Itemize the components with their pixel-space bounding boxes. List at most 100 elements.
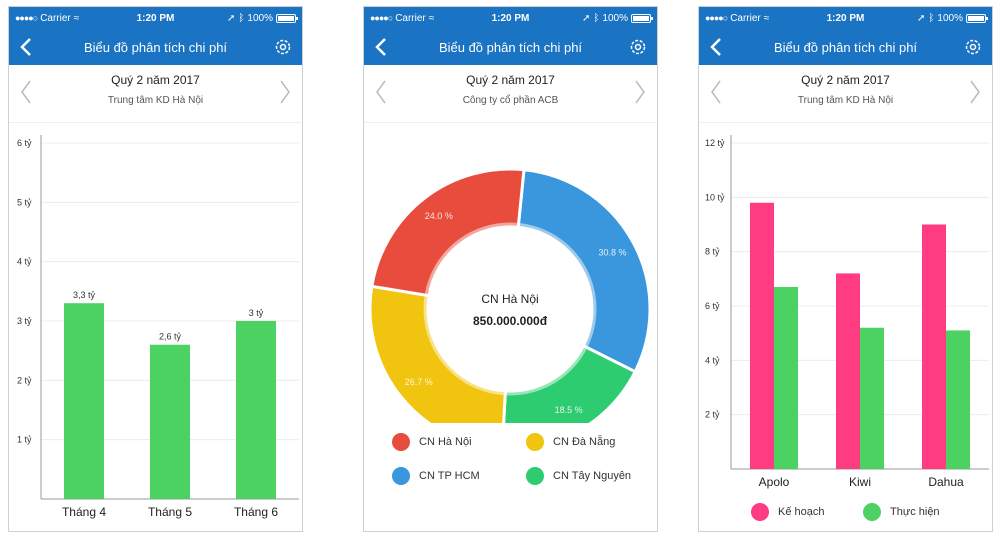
nav-title: Biểu đồ phân tích chi phí [773,39,918,55]
bar [750,202,774,469]
period-title: Quý 2 năm 2017 [801,73,890,87]
unit-subtitle: Trung tâm KD Hà Nội [107,95,204,106]
slice-percent-label: 26.7 % [405,377,433,387]
wifi-icon: ≈ [73,12,80,24]
legend-item: Thực hiện [863,503,940,521]
legend-swatch [526,467,544,485]
bar [150,344,190,499]
back-icon[interactable] [707,36,727,58]
battery-percent: 100% [602,12,628,24]
donut-chart-svg: 30.8 % 18.5 % 26.7 % 24.0 % CN Hà Nội 850.000… [368,167,652,423]
x-tick-label: Tháng 5 [148,505,192,519]
wifi-icon: ≈ [428,12,435,24]
signal-icon: ●●●●○ [370,13,393,23]
prev-period-icon[interactable] [374,79,388,105]
y-tick-label: 8 tỷ [705,247,720,257]
bar-chart-svg: 1 tỷ 2 tỷ 3 tỷ 4 tỷ 5 tỷ 6 tỷ 3,3 tỷ Tháng 4 2,6… [17,135,299,519]
slice-percent-label: 24.0 % [425,211,453,221]
bluetooth-icon: ᛒ [928,12,935,24]
battery-icon [631,13,653,23]
nav-bar: Biểu đồ phân tích chi phí [9,29,302,65]
legend-swatch [751,503,769,521]
nav-bar: Biểu đồ phân tích chi phí [699,29,992,65]
battery-percent: 100% [937,12,963,24]
carrier-label: Carrier [395,12,426,24]
prev-period-icon[interactable] [709,79,723,105]
signal-icon: ●●●●○ [15,13,38,23]
screen-donut: ●●●●○ Carrier ≈ 1:20 PM ➚ ᛒ 100% Biểu đồ phâ… [363,6,658,532]
bar [836,273,860,469]
unit-subtitle: Công ty cổ phần ACB [462,95,559,106]
y-tick-label: 4 tỷ [705,355,720,365]
y-tick-label: 1 tỷ [17,435,32,445]
location-icon: ➚ [227,12,236,24]
bar [64,303,104,499]
x-tick-label: Tháng 6 [234,505,278,519]
legend-swatch [392,467,410,485]
legend-label: CN Tây Nguyên [553,470,632,482]
period-title: Quý 2 năm 2017 [466,73,555,87]
status-bar: ●●●●○ Carrier ≈ 1:20 PM ➚ ᛒ 100% [9,7,302,29]
legend-label: CN TP HCM [419,470,480,482]
legend-label: CN Đà Nẵng [553,436,616,448]
carrier-label: Carrier [730,12,761,24]
bar [946,330,970,469]
location-icon: ➚ [917,12,926,24]
y-tick-label: 4 tỷ [17,257,32,267]
prev-period-icon[interactable] [19,79,33,105]
back-icon[interactable] [372,36,392,58]
legend-item: CN Tây Nguyên [526,467,631,485]
legend-label: Kế hoạch [778,506,825,518]
x-tick-label: Dahua [928,475,964,489]
donut-center-label: CN Hà Nội [481,292,538,306]
legend-label: Thực hiện [890,506,940,518]
bar-chart: 1 tỷ 2 tỷ 3 tỷ 4 tỷ 5 tỷ 6 tỷ 3,3 tỷ Tháng 4 2,6… [9,123,302,531]
bar-data-label: 2,6 tỷ [159,332,182,342]
bar [860,327,884,469]
donut-inner-ring [423,222,597,396]
x-tick-label: Kiwi [849,475,871,489]
legend-item: CN Hà Nội [392,433,472,451]
period-header: Quý 2 năm 2017 Công ty cổ phần ACB [364,65,657,123]
y-tick-label: 6 tỷ [17,138,32,148]
battery-percent: 100% [247,12,273,24]
next-period-icon[interactable] [633,79,647,105]
carrier-label: Carrier [40,12,71,24]
y-tick-label: 12 tỷ [705,138,725,148]
next-period-icon[interactable] [278,79,292,105]
nav-title: Biểu đồ phân tích chi phí [83,39,228,55]
bluetooth-icon: ᛒ [593,12,600,24]
gear-icon[interactable] [628,37,648,57]
period-header: Quý 2 năm 2017 Trung tâm KD Hà Nội [699,65,992,123]
bar-data-label: 3 tỷ [249,308,264,318]
y-tick-label: 2 tỷ [705,410,720,420]
x-tick-label: Apolo [759,475,790,489]
bluetooth-icon: ᛒ [238,12,245,24]
grouped-bar-chart-svg: 2 tỷ 4 tỷ 6 tỷ 8 tỷ 10 tỷ 12 tỷ Apolo Kiwi Dahua [705,135,989,489]
battery-icon [966,13,988,23]
donut-center-value: 850.000.000đ [473,314,548,328]
grouped-bar-chart: 2 tỷ 4 tỷ 6 tỷ 8 tỷ 10 tỷ 12 tỷ Apolo Kiwi Dahua [699,123,992,531]
status-bar: ●●●●○ Carrier ≈ 1:20 PM ➚ ᛒ 100% [364,7,657,29]
status-bar: ●●●●○ Carrier ≈ 1:20 PM ➚ ᛒ 100% [699,7,992,29]
legend-label: CN Hà Nội [419,436,472,448]
legend-swatch [863,503,881,521]
y-tick-label: 2 tỷ [17,375,32,385]
back-icon[interactable] [17,36,37,58]
next-period-icon[interactable] [968,79,982,105]
screen-grouped-bar: ●●●●○ Carrier ≈ 1:20 PM ➚ ᛒ 100% Biểu đồ phâ… [698,6,993,532]
y-tick-label: 3 tỷ [17,316,32,326]
gear-icon[interactable] [963,37,983,57]
location-icon: ➚ [582,12,591,24]
screen-monthly-bar: ●●●●○ Carrier ≈ 1:20 PM ➚ ᛒ 100% Biểu đồ phâ… [8,6,303,532]
period-title: Quý 2 năm 2017 [111,73,200,87]
gear-icon[interactable] [273,37,293,57]
signal-icon: ●●●●○ [705,13,728,23]
y-tick-label: 6 tỷ [705,301,720,311]
unit-subtitle: Trung tâm KD Hà Nội [797,95,894,106]
slice-percent-label: 30.8 % [598,248,626,258]
legend-item: Kế hoạch [751,503,824,521]
bar [236,321,276,499]
donut-chart: 30.8 % 18.5 % 26.7 % 24.0 % CN Hà Nội 850.000… [364,123,657,423]
x-tick-label: Tháng 4 [62,505,106,519]
